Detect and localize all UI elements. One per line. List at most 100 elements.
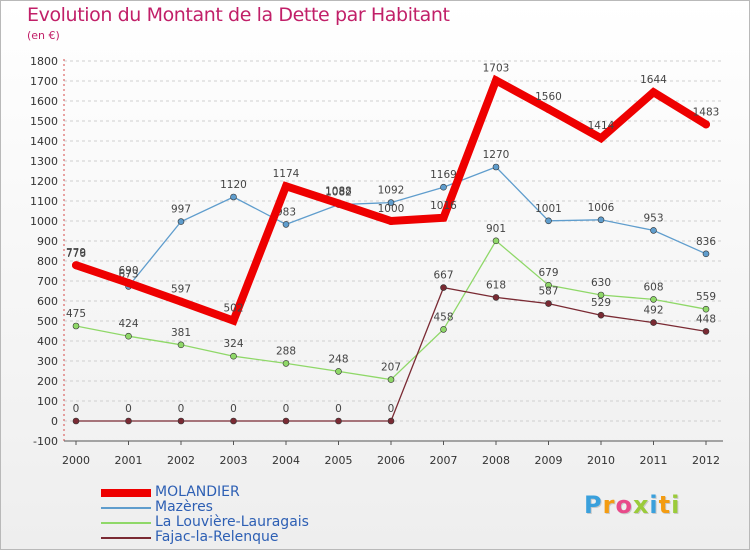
data-point <box>702 328 710 335</box>
y-tick-label: 400 <box>37 335 58 348</box>
legend-swatch-mazeres <box>101 507 151 509</box>
x-tick-label: 2009 <box>535 454 563 467</box>
data-point <box>649 88 658 97</box>
legend-label-molandier: MOLANDIER <box>155 484 240 500</box>
data-label: 0 <box>230 403 237 415</box>
legend-label-fajac-la-relenque: Fajac-la-Relenque <box>155 529 279 545</box>
data-point <box>702 120 710 129</box>
proxiti-logo: Proxiti <box>584 491 680 519</box>
data-label: 618 <box>486 279 506 291</box>
data-label: 597 <box>171 284 191 296</box>
data-label: 1270 <box>483 149 510 161</box>
data-point <box>230 193 237 201</box>
data-point <box>545 281 552 289</box>
data-point <box>545 300 552 307</box>
chart-unit-label: (en €) <box>27 29 60 42</box>
data-point <box>125 332 132 340</box>
y-tick-label: 1000 <box>30 215 58 228</box>
y-tick-label: 1100 <box>30 195 58 208</box>
y-tick-label: 1500 <box>30 115 58 128</box>
data-label: 779 <box>66 247 86 259</box>
logo-letter: t <box>658 491 672 519</box>
logo-letter: x <box>632 491 650 519</box>
x-tick-label: 2011 <box>640 454 668 467</box>
data-label: 0 <box>73 403 80 415</box>
x-tick-label: 2006 <box>377 454 405 467</box>
legend-swatch-la-louviere-lauragais <box>101 522 151 524</box>
legend-swatch-fajac-la-relenque <box>101 537 151 539</box>
data-label: 1000 <box>378 203 405 215</box>
data-point <box>72 417 80 425</box>
data-label: 587 <box>538 286 558 298</box>
data-point <box>544 105 553 113</box>
data-label: 953 <box>643 212 663 224</box>
y-tick-label: 1200 <box>30 175 58 188</box>
x-tick-label: 2001 <box>115 454 143 467</box>
data-label: 0 <box>283 403 290 415</box>
data-point <box>650 319 657 326</box>
data-point <box>650 227 657 234</box>
legend-label-la-louviere-lauragais: La Louvière-Lauragais <box>155 514 309 530</box>
data-point <box>282 417 290 425</box>
data-label: 492 <box>643 305 663 317</box>
x-tick-label: 2010 <box>587 454 615 467</box>
data-label: 1560 <box>535 91 562 103</box>
y-tick-label: 1300 <box>30 155 58 168</box>
legend-label-mazeres: Mazères <box>155 499 213 515</box>
y-tick-label: 1600 <box>30 95 58 108</box>
data-label: 776 <box>66 248 86 260</box>
data-label: 0 <box>335 403 342 415</box>
data-point <box>387 376 395 383</box>
y-tick-label: 100 <box>37 395 58 408</box>
data-label: 1703 <box>483 62 510 74</box>
data-label: 381 <box>171 327 191 339</box>
data-point <box>387 199 395 206</box>
y-tick-label: 1800 <box>30 55 58 68</box>
data-label: 502 <box>223 303 243 315</box>
data-label: 324 <box>223 338 243 350</box>
data-point <box>440 326 447 333</box>
logo-letter: o <box>615 491 633 519</box>
data-point <box>650 296 657 303</box>
data-point <box>334 199 343 208</box>
data-label: 0 <box>125 403 132 415</box>
x-tick-label: 2002 <box>167 454 195 467</box>
data-label: 1644 <box>640 74 667 86</box>
data-label: 667 <box>433 270 453 282</box>
data-point <box>702 250 710 258</box>
data-label: 0 <box>178 403 185 415</box>
x-tick-label: 2008 <box>482 454 510 467</box>
data-point <box>177 341 185 349</box>
data-point <box>492 163 500 171</box>
data-label: 608 <box>643 281 663 293</box>
data-point <box>597 216 605 224</box>
data-point <box>229 316 238 325</box>
data-label: 679 <box>538 267 558 279</box>
x-tick-label: 2003 <box>220 454 248 467</box>
data-label: 1120 <box>220 179 247 191</box>
data-label: 1088 <box>325 185 352 197</box>
logo-letter: r <box>602 491 616 519</box>
data-label: 690 <box>118 265 138 277</box>
data-point <box>72 322 80 330</box>
data-label: 559 <box>696 291 716 303</box>
data-point <box>545 217 552 225</box>
data-label: 1082 <box>325 187 352 199</box>
data-label: 1169 <box>430 169 457 181</box>
data-point <box>597 311 605 319</box>
data-point <box>72 261 80 270</box>
x-tick-label: 2012 <box>692 454 720 467</box>
y-tick-label: -100 <box>33 435 58 448</box>
y-tick-label: 600 <box>37 295 58 308</box>
data-label: 207 <box>381 362 401 374</box>
data-label: 836 <box>696 236 716 248</box>
data-point <box>282 221 290 228</box>
y-tick-label: 300 <box>37 355 58 368</box>
data-point <box>439 213 448 222</box>
data-point <box>440 284 447 291</box>
x-tick-label: 2004 <box>272 454 300 467</box>
data-point <box>492 76 500 85</box>
y-tick-label: 500 <box>37 315 58 328</box>
